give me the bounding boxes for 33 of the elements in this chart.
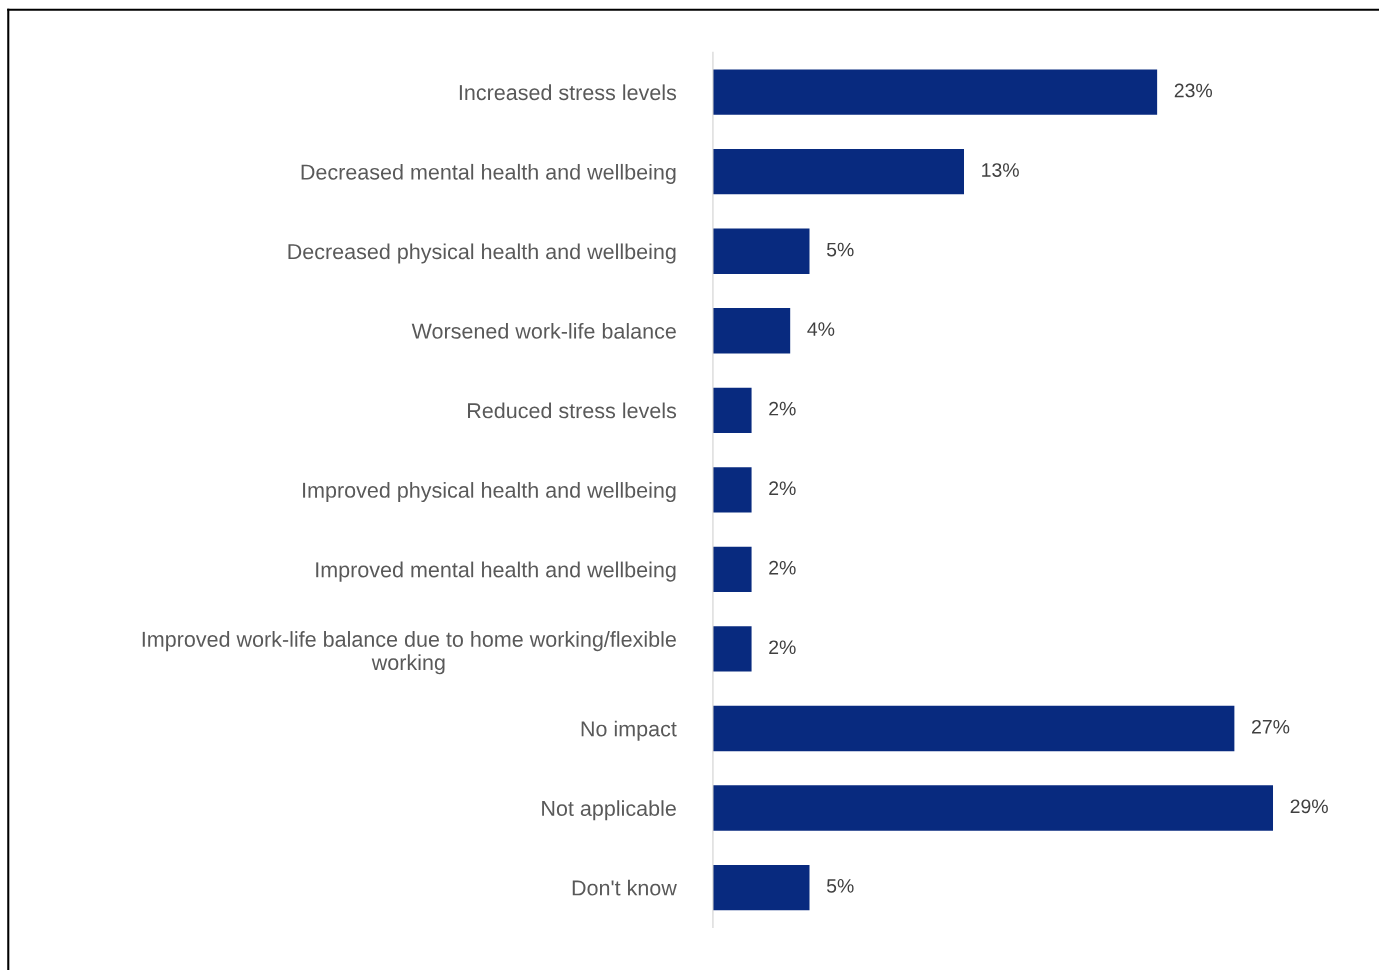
- data-label: 27%: [1252, 719, 1290, 734]
- data-label: 2%: [769, 481, 796, 495]
- y-tick-label: Decreased mental health and wellbeing: [301, 163, 676, 184]
- bar: [712, 387, 752, 433]
- data-label: 2%: [769, 401, 796, 416]
- data-label: 2%: [769, 560, 796, 575]
- data-label: 23%: [1174, 83, 1213, 98]
- y-tick-label: Improved mental health and wellbeing: [316, 561, 676, 582]
- data-label: 4%: [807, 322, 835, 336]
- bar: [712, 785, 1274, 831]
- bar: [712, 864, 810, 911]
- bar: [712, 69, 1158, 115]
- y-tick-label: Reduced stress levels: [468, 402, 677, 419]
- y-tick-label: Decreased physical health and wellbeing: [288, 243, 676, 264]
- y-tick-label: Improved physical health and wellbeing: [303, 482, 676, 503]
- y-tick-label: No impact: [581, 720, 677, 741]
- bar: [712, 228, 810, 274]
- y-tick-label: Don't know: [572, 879, 677, 896]
- data-label: 5%: [826, 242, 854, 257]
- y-tick-label: Worsened work-life balance: [411, 322, 676, 339]
- bar: [712, 467, 752, 513]
- y-tick-label: Not applicable: [542, 800, 676, 821]
- data-label: 2%: [769, 640, 796, 655]
- bar: [712, 546, 752, 593]
- bar: [712, 308, 791, 354]
- bar: [712, 705, 1235, 752]
- data-label: 5%: [826, 879, 854, 893]
- y-tick-label: Improved work-life balance due to home working/flexible working: [142, 631, 676, 675]
- data-label: 29%: [1290, 799, 1328, 814]
- bar: [712, 149, 965, 195]
- y-tick-label: Increased stress levels: [459, 84, 677, 101]
- data-label: 13%: [982, 163, 1019, 177]
- bar: [712, 626, 752, 672]
